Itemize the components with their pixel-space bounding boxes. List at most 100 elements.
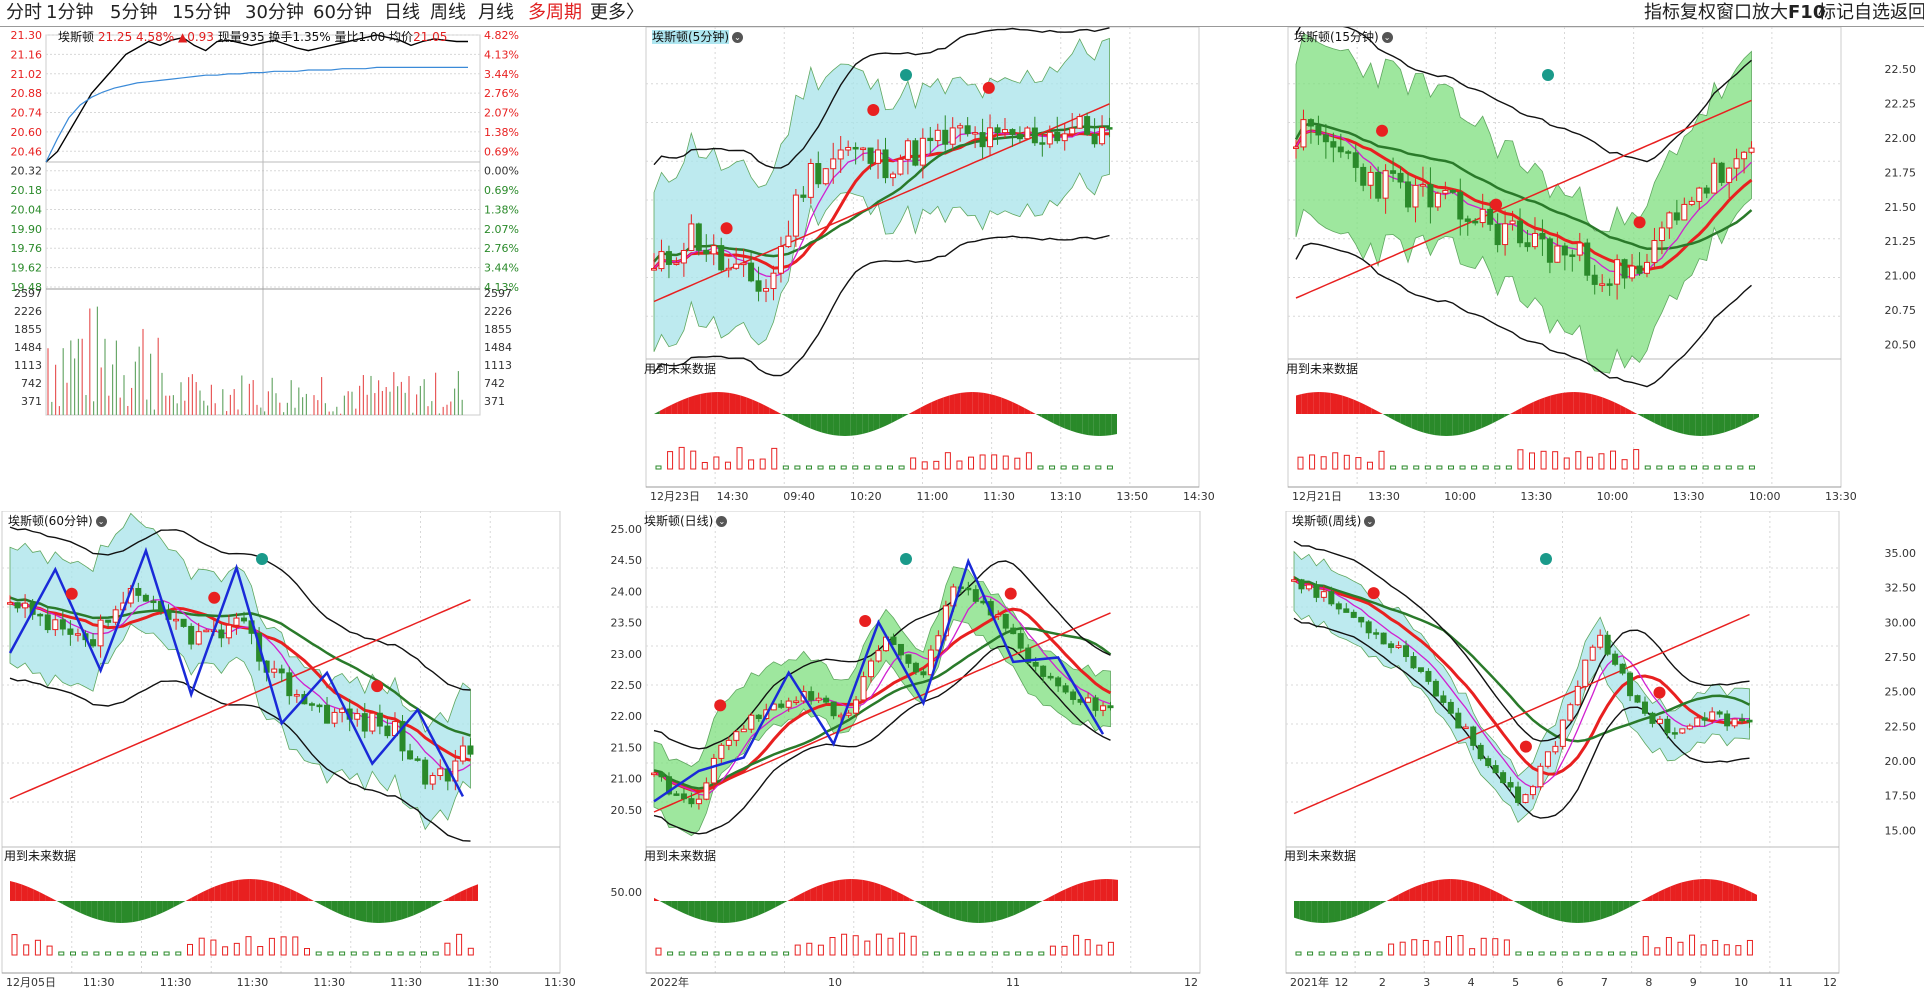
ma-green-thick (1294, 122, 1753, 250)
volume-tick-label: 1113 (14, 359, 42, 372)
osc-bar (1748, 465, 1755, 470)
candle-body (1627, 672, 1634, 697)
osc-bar (1633, 449, 1640, 470)
right-tick-label: 15.00 (1885, 824, 1917, 837)
osc-bar (1712, 939, 1719, 956)
osc-bar (1656, 465, 1663, 470)
osc-wave (793, 894, 799, 901)
osc-wave (261, 879, 268, 901)
candle-body (800, 194, 807, 198)
panel-title-text: 埃斯顿(日线) (644, 514, 714, 528)
tab-weekly[interactable]: 周线 (430, 2, 466, 23)
osc-wave (1658, 889, 1665, 901)
kline-chart-5min: 12月23日 14:30 09:40 10:20 11:00 11:30 13:10 13:5… (645, 27, 1215, 503)
candle-body (1405, 181, 1412, 208)
chevron-down-icon[interactable]: ⌄ (1381, 32, 1393, 43)
pct-tick-label: 2.07% (484, 223, 519, 236)
osc-bar (736, 951, 743, 956)
tab-more[interactable]: 更多〉 (590, 2, 644, 23)
osc-bar (1424, 465, 1431, 470)
candle-body (1529, 786, 1536, 796)
osc-wave (1353, 399, 1360, 414)
osc-bar (655, 465, 662, 470)
osc-bar (1318, 951, 1325, 956)
average-price-label: 均价 (389, 30, 414, 44)
date-tick-label: 11:30 (544, 976, 576, 989)
left-tick-label: 23.00 (611, 648, 643, 661)
osc-wave (1654, 414, 1661, 426)
osc-wave (944, 901, 950, 918)
btn-mark[interactable]: 标记 (1818, 2, 1854, 23)
osc-wave (816, 884, 823, 901)
tab-multi-period[interactable]: 多周期 (528, 2, 582, 23)
osc-wave (741, 901, 747, 921)
osc-wave (1647, 894, 1653, 901)
osc-bar (678, 446, 685, 470)
osc-wave (1502, 894, 1509, 901)
osc-wave (1625, 407, 1632, 414)
osc-wave (1594, 901, 1601, 921)
osc-wave (1301, 392, 1308, 414)
osc-wave (1076, 414, 1083, 435)
candle-body (225, 624, 232, 639)
osc-wave (103, 901, 110, 923)
btn-indicator[interactable]: 指标 (1644, 2, 1680, 23)
osc-wave (873, 414, 880, 431)
chevron-down-icon[interactable]: ⌄ (1364, 516, 1376, 527)
right-tick-label: 22.00 (1885, 132, 1917, 145)
ma-green-thick (9, 596, 471, 737)
osc-wave (1641, 897, 1648, 901)
osc-wave (220, 882, 227, 901)
osc-bar (1610, 450, 1617, 470)
btn-zoom[interactable]: 放大 (1752, 2, 1788, 23)
tab-5min[interactable]: 5分钟 (110, 2, 158, 23)
osc-wave (1620, 404, 1626, 414)
osc-wave (857, 879, 863, 901)
candle-body (271, 668, 278, 673)
candle-body (1054, 131, 1061, 142)
tab-monthly[interactable]: 月线 (478, 2, 514, 23)
tab-intraday[interactable]: 分时 (6, 2, 42, 23)
osc-wave (1672, 414, 1678, 433)
right-tick-label: 35.00 (1885, 547, 1917, 560)
btn-adjust[interactable]: 复权 (1680, 2, 1716, 23)
chevron-down-icon[interactable]: ⌄ (716, 516, 728, 527)
osc-bar (840, 465, 847, 470)
osc-wave (781, 414, 788, 418)
buy-signal-icon (1542, 69, 1554, 81)
chevron-down-icon[interactable]: ⌄ (95, 516, 107, 527)
osc-bar (339, 951, 346, 956)
btn-f10[interactable]: F10 (1788, 2, 1826, 23)
tab-daily[interactable]: 日线 (384, 2, 420, 23)
osc-wave (926, 402, 932, 414)
btn-back[interactable]: 返回 (1890, 2, 1924, 23)
osc-wave (1299, 901, 1306, 922)
btn-window[interactable]: 窗口 (1716, 2, 1752, 23)
osc-wave (1706, 414, 1713, 436)
candle-body (1322, 134, 1329, 143)
osc-wave (1687, 879, 1694, 901)
osc-bar (701, 951, 708, 956)
candle-body (1388, 643, 1395, 648)
osc-wave (1463, 414, 1470, 434)
long-ma-red (653, 612, 1111, 813)
osc-bar (1563, 457, 1570, 470)
osc-wave (33, 889, 40, 901)
right-tick-label: 17.50 (1885, 790, 1917, 803)
osc-wave (735, 901, 741, 923)
osc-bar (1550, 951, 1557, 956)
tab-60min[interactable]: 60分钟 (313, 2, 372, 23)
chevron-down-icon[interactable]: ⌄ (732, 32, 743, 43)
tab-30min[interactable]: 30分钟 (245, 2, 304, 23)
osc-bar (151, 951, 158, 956)
tab-15min[interactable]: 15分钟 (172, 2, 231, 23)
osc-wave (1539, 397, 1545, 414)
tab-1min[interactable]: 1分钟 (46, 2, 94, 23)
date-tick-label: 12月05日 (6, 976, 56, 989)
btn-watchlist[interactable]: 自选 (1854, 2, 1890, 23)
kline-panel-daily: 25.00 24.50 24.00 23.50 23.00 22.50 22.00 21.50… (592, 511, 1284, 997)
date-tick-label: 12月23日 (650, 490, 700, 503)
osc-wave (1683, 414, 1690, 436)
osc-wave (1380, 900, 1387, 905)
osc-wave (1479, 884, 1485, 901)
